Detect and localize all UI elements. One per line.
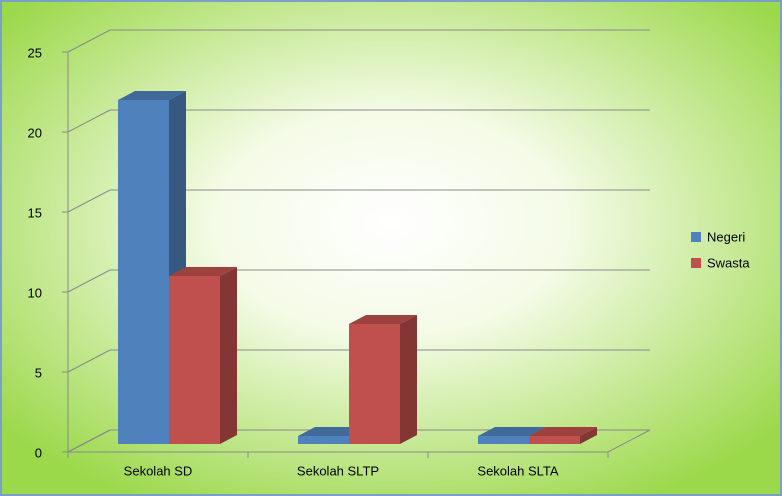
grid-line: [67, 29, 111, 53]
bar: [529, 436, 580, 444]
bar-top: [349, 315, 417, 324]
y-tick-label: 10: [28, 285, 42, 300]
bar-top: [118, 91, 186, 100]
y-tick-label: 0: [35, 445, 42, 460]
bar: [169, 276, 220, 444]
bar-side: [220, 267, 237, 444]
legend-swatch: [691, 232, 701, 242]
bar-top: [169, 267, 237, 276]
bar-top: [478, 427, 546, 436]
x-tick-label: Sekolah SLTP: [297, 463, 379, 478]
y-tick-label: 25: [28, 45, 42, 60]
grid-line: [67, 189, 111, 213]
bar-side: [580, 427, 597, 444]
bar: [298, 436, 349, 444]
grid-line: [67, 109, 111, 133]
grid-line: [67, 429, 111, 453]
y-tick-label: 20: [28, 125, 42, 140]
x-tick-label: Sekolah SLTA: [477, 463, 559, 478]
bar: [478, 436, 529, 444]
bar: [118, 100, 169, 444]
y-tick-label: 15: [28, 205, 42, 220]
bar-side: [400, 315, 417, 444]
bar: [349, 324, 400, 444]
grid-line: [67, 269, 111, 293]
bar-top: [529, 427, 597, 436]
legend-label: Negeri: [707, 229, 745, 244]
legend-swatch: [691, 258, 701, 268]
grid-line: [67, 349, 111, 373]
legend-label: Swasta: [707, 255, 750, 270]
x-tick-label: Sekolah SD: [124, 463, 193, 478]
y-tick-label: 5: [35, 365, 42, 380]
